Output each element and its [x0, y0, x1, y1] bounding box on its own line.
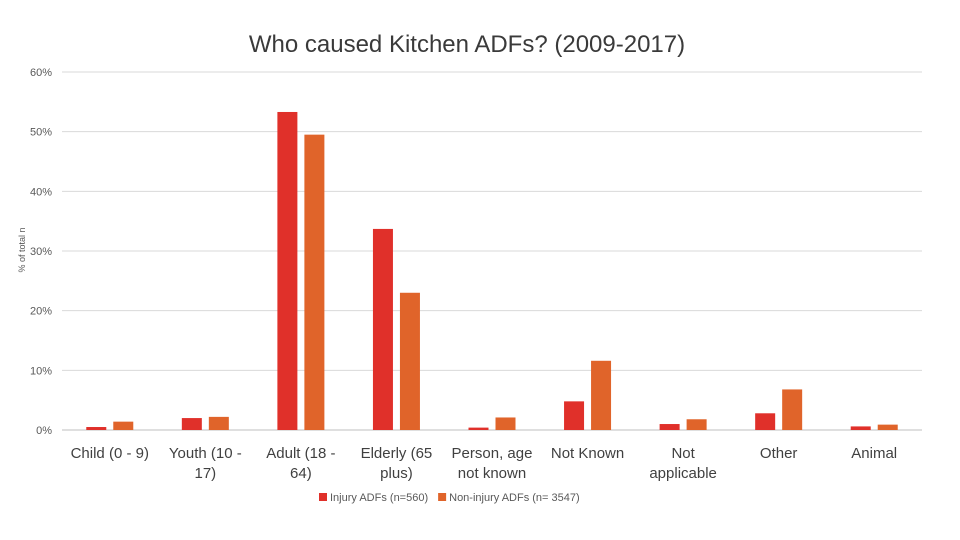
bar: [113, 421, 134, 430]
x-tick-label: Not Known: [551, 445, 624, 462]
x-tick-label: Not applicable: [649, 445, 717, 482]
y-tick-label: 30%: [30, 246, 52, 258]
legend-swatch: [319, 493, 327, 501]
bar: [277, 111, 298, 430]
bar: [782, 389, 803, 430]
bars: [86, 111, 898, 430]
y-tick-label: 20%: [30, 306, 52, 318]
x-tick-label: Adult (18 -64): [266, 445, 335, 482]
bar: [659, 424, 680, 430]
x-tick-label: Child (0 - 9): [71, 445, 149, 462]
y-tick-label: 40%: [30, 186, 52, 198]
bar: [591, 360, 612, 430]
bar: [372, 228, 393, 430]
gridlines: 0% 10% 20% 30% 40% 50% 60%: [30, 67, 922, 437]
bar: [850, 426, 871, 430]
bar: [686, 419, 707, 430]
bar: [755, 413, 776, 430]
bar: [495, 417, 516, 430]
y-tick-label: 60%: [30, 67, 52, 79]
y-tick-label: 0%: [36, 425, 52, 437]
x-tick-label: Other: [760, 445, 798, 462]
bar: [877, 424, 898, 430]
x-tick-label: Elderly (65 plus): [361, 445, 433, 482]
x-tick-label: Animal: [851, 445, 897, 462]
bar: [86, 427, 107, 430]
bar: [399, 292, 420, 430]
bar: [564, 401, 585, 430]
legend-label: Injury ADFs (n=560): [330, 492, 428, 504]
bar: [208, 416, 229, 430]
x-tick-label: Youth (10 -17): [169, 445, 242, 482]
legend: Injury ADFs (n=560) Non-injury ADFs (n= 3…: [319, 492, 580, 504]
bar: [468, 427, 489, 430]
bar: [304, 134, 325, 430]
bar: [181, 418, 202, 430]
x-axis-ticks: Child (0 - 9) Youth (10 -17) Adult (18 -64…: [71, 445, 898, 482]
y-tick-label: 50%: [30, 127, 52, 139]
chart-title: Who caused Kitchen ADFs? (2009-2017): [249, 31, 685, 58]
y-tick-label: 10%: [30, 365, 52, 377]
x-tick-label: Person, age not known: [452, 445, 533, 482]
legend-label: Non-injury ADFs (n= 3547): [449, 492, 580, 504]
y-axis-label: % of total n: [17, 227, 27, 272]
legend-swatch: [438, 493, 447, 501]
